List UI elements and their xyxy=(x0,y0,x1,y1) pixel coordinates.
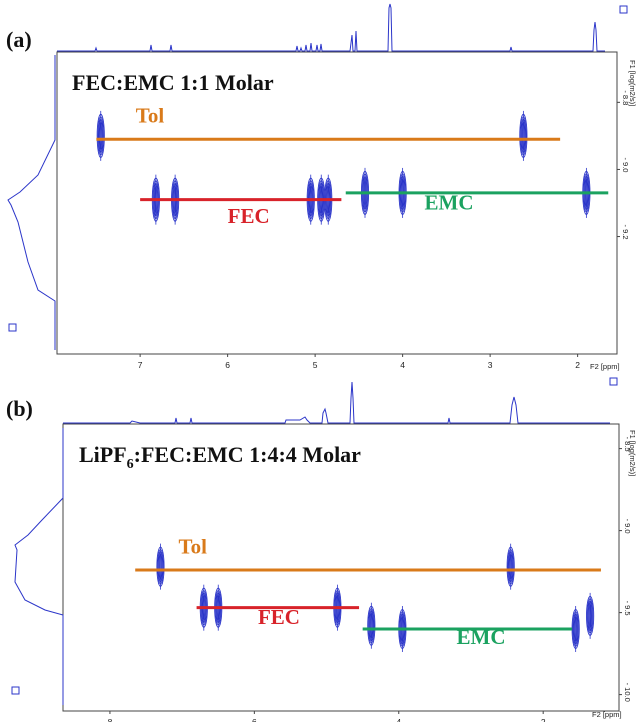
x-tick-label: 2 xyxy=(575,360,580,370)
y-tick-label: - 9.0 xyxy=(621,157,630,172)
peak-contour xyxy=(586,592,595,639)
peak-contour xyxy=(156,543,165,590)
y-tick-label: - 8.5 xyxy=(623,437,632,452)
x-tick-label: 4 xyxy=(400,360,405,370)
panel-a-corner-marker xyxy=(8,323,17,332)
panel-b-f2-projection xyxy=(63,381,610,424)
panel-b-y-axis-label: F1 [log(m2/s)] xyxy=(628,430,637,476)
x-tick-label: 6 xyxy=(225,360,230,370)
x-tick-label: 4 xyxy=(396,717,401,722)
assignment-label-tol: Tol xyxy=(136,103,165,127)
panel-b-title-subscript: 6 xyxy=(127,457,134,472)
y-tick-label: - 8.8 xyxy=(621,90,630,105)
panel-b-x-axis-label: F2 [ppm] xyxy=(592,710,622,719)
peak-contour xyxy=(519,110,528,161)
assignment-label-fec: FEC xyxy=(228,204,270,228)
peak-contour xyxy=(571,606,580,652)
x-tick-label: 2 xyxy=(541,717,546,722)
x-tick-label: 7 xyxy=(138,360,143,370)
assignment-label-tol: Tol xyxy=(179,535,208,559)
peak-contour xyxy=(96,110,105,161)
panel-b-title-part-1: LiPF xyxy=(79,442,127,467)
panel-a-y-ticks: - 9.2 - 9.0 - 8.8 xyxy=(617,90,630,240)
panel-b-plot-frame xyxy=(62,423,620,712)
y-tick-label: - 10.0 xyxy=(623,683,632,702)
panel-b-title-part-2: :FEC:EMC 1:4:4 Molar xyxy=(134,442,362,467)
y-tick-label: - 9.0 xyxy=(623,519,632,534)
x-tick-label: 5 xyxy=(313,360,318,370)
panel-b-f1-projection xyxy=(14,428,64,705)
panel-b-letter: (b) xyxy=(6,396,33,421)
panel-a-f1-projection xyxy=(7,55,56,350)
panel-b-peaks xyxy=(156,543,595,652)
panel-a-top-marker xyxy=(619,5,628,14)
assignment-label-fec: FEC xyxy=(258,605,300,629)
x-tick-label: 6 xyxy=(252,717,257,722)
panel-b-top-marker xyxy=(609,377,618,386)
panel-b-title: LiPF6:FEC:EMC 1:4:4 Molar xyxy=(79,442,361,472)
panel-a-f2-projection xyxy=(57,3,605,52)
assignment-label-emc: EMC xyxy=(425,191,474,215)
panel-a-peaks xyxy=(96,110,591,225)
x-tick-label: 8 xyxy=(108,717,113,722)
peak-contour xyxy=(506,543,515,590)
panel-a-x-axis-label: F2 [ppm] xyxy=(590,362,620,371)
panel-a-x-ticks: 7 6 5 4 3 2 xyxy=(138,354,580,370)
panel-a-y-axis-label: F1 [log(m2/s)] xyxy=(628,60,637,106)
panel-a-letter: (a) xyxy=(6,27,32,52)
y-tick-label: - 9.2 xyxy=(621,225,630,240)
panel-b: (b) LiPF6:FEC:EMC 1:4:4 Molar FECEMCTol … xyxy=(6,377,637,722)
panel-a-title: FEC:EMC 1:1 Molar xyxy=(72,70,274,95)
panel-a-assignments: FEC EMC Tol xyxy=(96,103,609,228)
panel-a-plot-frame xyxy=(56,51,618,355)
panel-b-assignments: FEC EMC Tol xyxy=(135,535,601,649)
panel-b-corner-marker xyxy=(11,686,20,695)
peak-contour xyxy=(367,602,376,649)
y-tick-label: - 9.5 xyxy=(623,601,632,616)
panel-b-y-ticks: - 10.0 - 9.5 - 9.0 - 8.5 xyxy=(619,437,632,702)
panel-a: (a) FEC:EMC 1:1 Molar FEC EMC Tol 7 6 5 4 3 2 -… xyxy=(6,3,637,371)
panel-b-x-ticks: 8 6 4 2 xyxy=(108,711,546,722)
x-tick-label: 3 xyxy=(488,360,493,370)
assignment-label-emc: EMC xyxy=(457,625,506,649)
